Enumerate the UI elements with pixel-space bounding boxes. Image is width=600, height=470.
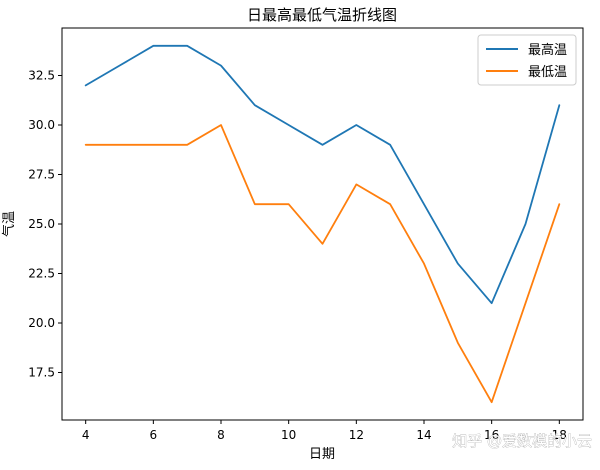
x-tick-label: 10 [281,428,296,442]
legend-label-max: 最高温 [528,42,567,58]
y-tick-label: 17.5 [28,365,55,379]
legend: 最高温 最低温 [477,34,577,86]
x-tick-label: 4 [82,428,90,442]
plot-area [61,27,584,421]
series-line-max [84,44,561,305]
y-tick-label: 27.5 [28,168,55,182]
series-layer [84,44,561,404]
y-tick-label: 20.0 [28,316,55,330]
x-tick-label: 18 [552,428,567,442]
y-tick-label: 30.0 [28,118,55,132]
series-line-min [84,124,561,404]
x-tick-label: 6 [150,428,158,442]
x-tick-label: 16 [484,428,499,442]
watermark-text: 知乎 @爱数模的小云 [452,432,592,450]
x-tick-label: 8 [217,428,225,442]
y-axis-ticks: 17.5 20.0 22.5 25.0 27.5 30.0 32.5 [28,69,62,379]
x-axis-ticks: 4 6 8 10 12 14 16 18 [82,420,567,442]
y-axis-label: 气温 [1,211,17,237]
legend-box [477,34,577,86]
y-tick-label: 32.5 [28,69,55,83]
x-tick-label: 12 [349,428,364,442]
y-tick-label: 22.5 [28,266,55,280]
legend-label-min: 最低温 [528,65,567,80]
chart-title: 日最高最低气温折线图 [247,6,397,24]
x-axis-label: 日期 [309,447,335,462]
x-tick-label: 14 [416,428,431,442]
y-tick-label: 25.0 [28,217,55,231]
